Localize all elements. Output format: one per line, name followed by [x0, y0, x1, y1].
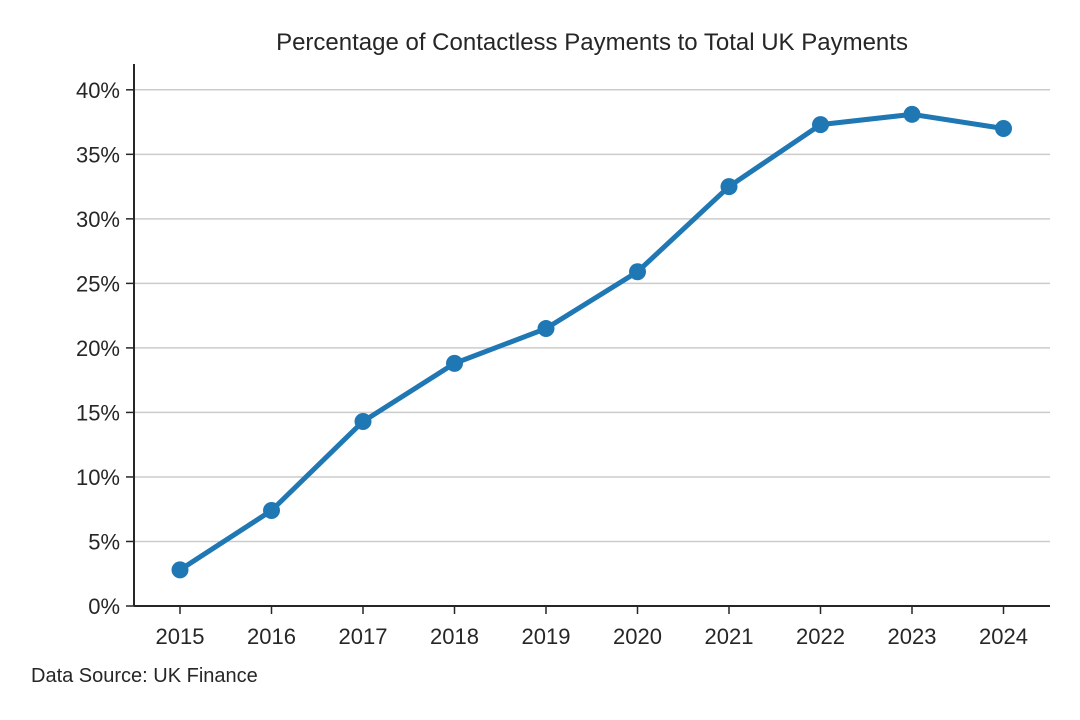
y-tick-label: 20%	[76, 336, 120, 361]
y-tick-label: 25%	[76, 271, 120, 296]
data-point-2023	[903, 105, 921, 123]
y-tick-label: 15%	[76, 400, 120, 425]
y-tick-label: 0%	[88, 594, 120, 619]
data-point-2020	[629, 263, 646, 281]
y-tick-label: 5%	[88, 529, 120, 554]
x-tick-label: 2018	[430, 624, 479, 649]
data-source-note: Data Source: UK Finance	[31, 665, 258, 687]
series-line	[177, 111, 1006, 573]
x-tick-label: 2020	[613, 624, 662, 649]
x-tick-label: 2019	[522, 624, 571, 649]
gridlines	[134, 89, 1050, 543]
x-axis-ticks: 2015 2016 2017 2018 2019 2020 2021 2022 2023 2024	[156, 606, 1028, 649]
data-point-2019	[537, 320, 555, 338]
x-tick-label: 2022	[796, 624, 845, 649]
x-tick-label: 2021	[705, 624, 754, 649]
data-point-2024	[995, 120, 1012, 138]
data-point-2021	[720, 178, 738, 196]
y-tick-label: 30%	[76, 207, 120, 232]
data-series	[171, 105, 1012, 579]
data-point-2022	[812, 116, 829, 134]
x-tick-label: 2016	[247, 624, 296, 649]
x-tick-label: 2015	[156, 624, 205, 649]
axes	[133, 64, 1050, 607]
x-tick-label: 2024	[979, 624, 1028, 649]
x-tick-label: 2023	[888, 624, 937, 649]
chart-title: Percentage of Contactless Payments to To…	[276, 29, 908, 56]
y-tick-label: 40%	[76, 78, 120, 103]
data-point-2018	[446, 354, 463, 372]
y-tick-label: 35%	[76, 142, 120, 167]
data-point-2015	[171, 561, 189, 579]
y-axis-ticks: 0% 5% 10% 15% 20% 25% 30% 35% 40%	[76, 78, 134, 619]
y-tick-label: 10%	[76, 465, 120, 490]
x-tick-label: 2017	[339, 624, 388, 649]
data-point-2016	[263, 502, 280, 520]
data-point-2017	[354, 412, 372, 430]
